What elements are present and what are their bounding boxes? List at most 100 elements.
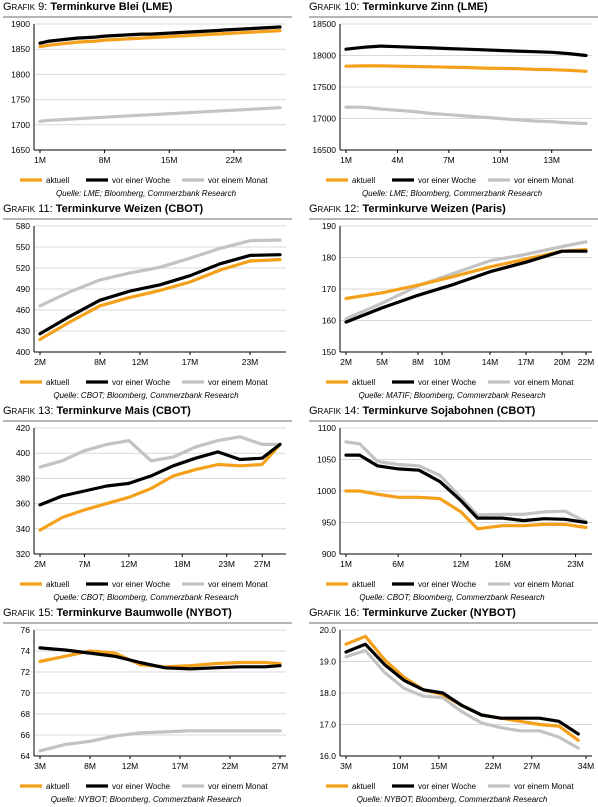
y-tick-label: 18500 — [312, 19, 336, 29]
panel-blei: Grafik 9: Terminkurve Blei (LME) 1650 1700… — [0, 0, 292, 200]
y-tick-label: 18.0 — [319, 688, 336, 698]
chart-svg: 150 160 170 180 190 2M 5M 8M 10M 14M 17M 20M 22M aktu… — [322, 221, 595, 387]
y-tick-label: 520 — [16, 263, 30, 273]
x-tick-label: 1M — [340, 155, 352, 165]
legend-label-aktuell: aktuell — [46, 782, 69, 791]
legend-label-woche: vor einer Woche — [418, 378, 477, 387]
series-line-woche — [38, 646, 282, 671]
legend-label-aktuell: aktuell — [352, 782, 375, 791]
y-tick-label: 19.0 — [319, 657, 336, 667]
x-tick-label: 12M — [122, 761, 139, 771]
chart-source: Quelle: CBOT; Bloomberg, Commerzbank Res… — [53, 593, 239, 602]
chart-source: Quelle: NYBOT; Bloomberg, Commerzbank Re… — [356, 795, 548, 804]
chart-title-text: Terminkurve Zinn (LME) — [362, 1, 488, 13]
title-rule — [309, 218, 598, 220]
x-tick-label: 8M — [84, 761, 96, 771]
chart-source: Quelle: LME; Bloomberg, Commerzbank Rese… — [55, 189, 237, 198]
legend-label-monat: vor einem Monat — [514, 580, 574, 589]
chart-source: Quelle: CBOT; Bloomberg, Commerzbank Res… — [53, 391, 239, 400]
legend-label-woche: vor einer Woche — [112, 176, 171, 185]
x-tick-label: 23M — [567, 559, 584, 569]
y-tick-label: 550 — [16, 242, 30, 252]
chart-svg: 320 340 360 380 400 420 2M 7M 12M 18M 23M 27M aktuel… — [16, 423, 286, 589]
chart-title: Grafik 16: Terminkurve Zucker (NYBOT) — [309, 607, 516, 619]
y-tick-label: 1800 — [11, 69, 30, 79]
legend-label-aktuell: aktuell — [46, 176, 69, 185]
legend-label-monat: vor einem Monat — [514, 782, 574, 791]
y-tick-label: 17000 — [312, 114, 336, 124]
y-tick-label: 400 — [16, 448, 30, 458]
x-tick-label: 8M — [94, 357, 106, 367]
x-tick-label: 17M — [518, 357, 535, 367]
title-rule — [309, 622, 598, 624]
chart-svg: 16.0 17.0 18.0 19.0 20.0 3M 10M 15M 22M 27M 34M akt… — [319, 625, 595, 791]
chart-source: Quelle: CBOT; Bloomberg, Commerzbank Res… — [359, 593, 545, 602]
panel-baumwolle: Grafik 15: Terminkurve Baumwolle (NYBOT)… — [0, 606, 292, 806]
y-tick-label: 180 — [322, 253, 336, 263]
y-tick-label: 490 — [16, 284, 30, 294]
y-tick-label: 18000 — [312, 51, 336, 61]
chart-svg: 900 950 1000 1050 1100 1M 6M 12M 16M 23M aktuell vo… — [317, 423, 592, 589]
y-tick-label: 76 — [21, 625, 31, 635]
x-tick-label: 10M — [434, 357, 451, 367]
y-tick-label: 68 — [21, 709, 31, 719]
x-tick-label: 8M — [412, 357, 424, 367]
chart-label-prefix: Grafik 16: — [309, 607, 360, 619]
series-line-monat — [344, 440, 588, 524]
x-tick-label: 17M — [172, 761, 189, 771]
chart-label-prefix: Grafik 9: — [3, 1, 48, 13]
series-line-monat — [344, 105, 588, 126]
title-rule — [309, 420, 598, 422]
y-tick-label: 1050 — [317, 455, 336, 465]
chart-label-prefix: Grafik 13: — [3, 405, 54, 417]
chart-title: Grafik 10: Terminkurve Zinn (LME) — [309, 1, 488, 13]
y-tick-label: 360 — [16, 499, 30, 509]
chart-title: Grafik 13: Terminkurve Mais (CBOT) — [3, 405, 191, 417]
series-line-woche — [344, 249, 588, 324]
x-tick-label: 18M — [174, 559, 191, 569]
x-tick-label: 3M — [34, 761, 46, 771]
x-tick-label: 1M — [34, 155, 46, 165]
legend-label-woche: vor einer Woche — [418, 580, 477, 589]
x-tick-label: 8M — [99, 155, 111, 165]
y-tick-label: 66 — [21, 730, 31, 740]
title-rule — [309, 16, 598, 18]
legend-label-woche: vor einer Woche — [112, 580, 171, 589]
series-line-monat — [38, 435, 282, 469]
y-tick-label: 17.0 — [319, 720, 336, 730]
series-line-monat — [38, 729, 282, 753]
chart-title: Grafik 11: Terminkurve Weizen (CBOT) — [3, 203, 203, 215]
x-tick-label: 23M — [242, 357, 259, 367]
chart-label-prefix: Grafik 10: — [309, 1, 360, 13]
y-tick-label: 16500 — [312, 145, 336, 155]
x-tick-label: 5M — [376, 357, 388, 367]
y-tick-label: 1750 — [11, 95, 30, 105]
x-tick-label: 34M — [578, 761, 595, 771]
series-line-aktuell — [38, 29, 282, 49]
x-tick-label: 22M — [226, 155, 243, 165]
series-line-monat — [38, 106, 282, 123]
chart-title-text: Terminkurve Mais (CBOT) — [56, 405, 191, 417]
chart-label-prefix: Grafik 14: — [309, 405, 360, 417]
y-tick-label: 430 — [16, 326, 30, 336]
legend-label-aktuell: aktuell — [46, 580, 69, 589]
x-tick-label: 27M — [254, 559, 271, 569]
x-tick-label: 2M — [34, 357, 46, 367]
x-tick-label: 16M — [494, 559, 511, 569]
x-tick-label: 22M — [578, 357, 595, 367]
series-line-monat — [344, 648, 580, 750]
series-line-aktuell — [38, 442, 282, 532]
y-tick-label: 320 — [16, 549, 30, 559]
x-tick-label: 17M — [182, 357, 199, 367]
legend-label-aktuell: aktuell — [352, 176, 375, 185]
x-tick-label: 15M — [161, 155, 178, 165]
y-tick-label: 1650 — [11, 145, 30, 155]
x-tick-label: 12M — [453, 559, 470, 569]
chart-svg: 1650 1700 1750 1800 1850 1900 1M 8M 15M 22M aktuel… — [11, 19, 286, 185]
series-line-aktuell — [344, 489, 588, 531]
y-tick-label: 160 — [322, 316, 336, 326]
x-tick-label: 6M — [392, 559, 404, 569]
y-tick-label: 1100 — [318, 423, 337, 433]
x-tick-label: 22M — [485, 761, 502, 771]
chart-title: Grafik 12: Terminkurve Weizen (Paris) — [309, 203, 506, 215]
